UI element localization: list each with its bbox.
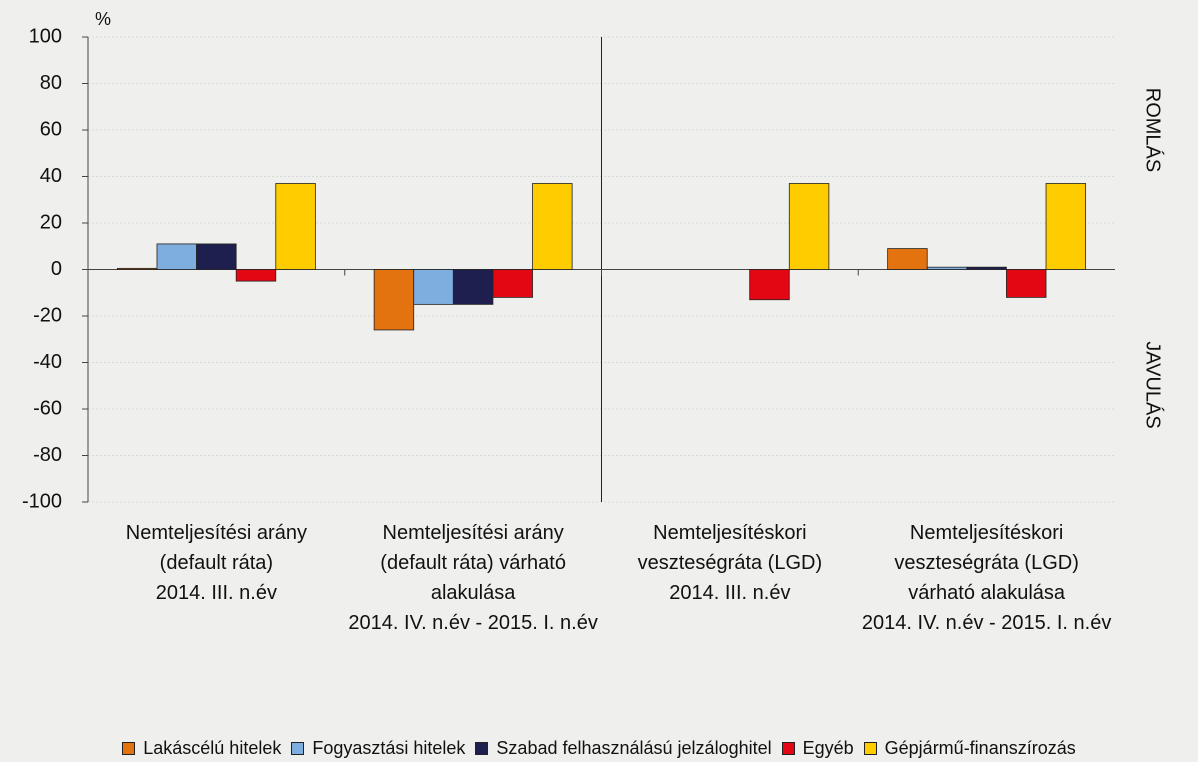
x-tick-label: Nemteljesítési arány (default ráta) várh… (348, 522, 598, 634)
bar (275, 183, 316, 270)
y-tick-label: -60 (33, 397, 62, 419)
legend-label: Fogyasztási hitelek (312, 738, 466, 758)
y-tick-label: 60 (40, 118, 62, 140)
y-tick-label: 20 (40, 211, 62, 233)
bar (492, 269, 533, 298)
legend-swatch (475, 742, 489, 755)
y-tick-label: -80 (33, 444, 62, 466)
y-tick-label: 0 (51, 258, 62, 280)
legend-item: Szabad felhasználású jelzáloghitel (475, 738, 772, 759)
y-unit: % (95, 9, 111, 29)
legend-swatch (781, 742, 795, 755)
y-tick-label: 40 (40, 165, 62, 187)
x-tick-label: Nemteljesítéskori veszteségráta (LGD) 20… (637, 522, 823, 604)
legend-label: Egyéb (802, 738, 854, 758)
bar (413, 269, 454, 305)
legend-item: Fogyasztási hitelek (291, 738, 465, 759)
annotation-up: ROMLÁS (1142, 88, 1165, 172)
bar (788, 183, 830, 270)
bar (235, 269, 277, 282)
annotation-down: JAVULÁS (1142, 341, 1165, 428)
legend-item: Lakáscélú hitelek (122, 738, 281, 759)
y-tick-label: -20 (33, 304, 62, 326)
bar (452, 269, 494, 305)
bar (887, 248, 928, 270)
legend-item: Gépjármű-finanszírozás (863, 738, 1076, 759)
bar (749, 269, 790, 301)
bar (373, 269, 415, 331)
legend-swatch (291, 742, 305, 755)
x-tick-label: Nemteljesítési arány (default ráta) 2014… (125, 522, 307, 604)
y-tick-label: -100 (22, 490, 62, 512)
legend-label: Lakáscélú hitelek (143, 738, 282, 758)
x-tick-label: Nemteljesítéskori veszteségráta (LGD) vá… (861, 522, 1112, 634)
bar (532, 183, 573, 270)
legend-label: Gépjármű-finanszírozás (884, 738, 1076, 758)
bar (1045, 183, 1087, 270)
legend-swatch (122, 742, 136, 755)
bar (116, 267, 158, 270)
y-tick-label: 100 (29, 25, 62, 47)
bar (156, 243, 197, 270)
y-tick-label: -40 (33, 351, 62, 373)
legend: Lakáscélú hitelek Fogyasztási hitelek Szab… (0, 738, 1198, 759)
bar (196, 243, 237, 270)
legend-swatch (863, 742, 877, 755)
bar (926, 266, 968, 270)
bar (966, 266, 1007, 270)
legend-label: Szabad felhasználású jelzáloghitel (496, 738, 772, 758)
legend-item: Egyéb (781, 738, 854, 759)
y-tick-label: 80 (40, 72, 62, 94)
bar (1006, 269, 1047, 298)
